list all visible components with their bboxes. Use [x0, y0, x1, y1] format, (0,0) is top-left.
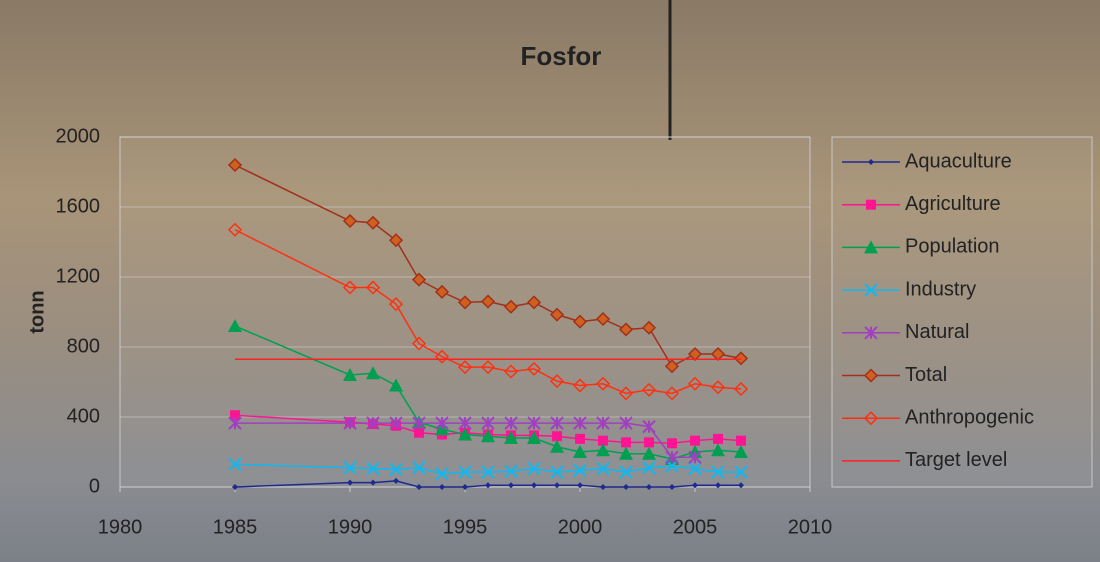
x-tick-label: 2000 — [558, 516, 603, 538]
screen: Fosfor tonn 0 400 800 1200 1600 2000 1980 1985 1… — [0, 0, 1100, 562]
data-point — [644, 437, 654, 447]
chart: Fosfor tonn 0 400 800 1200 1600 2000 1980 1985 1… — [0, 0, 1100, 562]
legend-label: Anthropogenic — [905, 406, 1034, 428]
y-tick-label: 800 — [67, 335, 100, 357]
data-point — [713, 434, 723, 444]
legend-label: Industry — [905, 278, 976, 300]
data-point — [667, 438, 677, 448]
x-tick-label: 2010 — [788, 516, 833, 538]
y-tick-label: 0 — [89, 475, 100, 497]
data-point — [736, 436, 746, 446]
data-point — [414, 428, 424, 438]
x-tick-label: 1995 — [443, 516, 488, 538]
x-tick-label: 2005 — [673, 516, 718, 538]
data-point — [575, 434, 585, 444]
legend-label: Total — [905, 364, 947, 386]
y-axis-label: tonn — [26, 290, 48, 333]
x-tick-label: 1980 — [98, 516, 143, 538]
legend-label: Aquaculture — [905, 150, 1012, 172]
chart-title: Fosfor — [521, 41, 602, 71]
y-tick-label: 1600 — [56, 195, 101, 217]
legend-marker — [866, 200, 876, 210]
data-point — [621, 437, 631, 447]
legend-label: Population — [905, 236, 1000, 258]
legend-label: Target level — [905, 449, 1007, 471]
y-tick-label: 2000 — [56, 125, 101, 147]
data-point — [690, 436, 700, 446]
y-tick-label: 400 — [67, 405, 100, 427]
y-tick-label: 1200 — [56, 265, 101, 287]
legend-label: Natural — [905, 321, 969, 343]
x-tick-label: 1990 — [328, 516, 373, 538]
x-tick-label: 1985 — [213, 516, 258, 538]
legend-box — [832, 137, 1092, 487]
legend-label: Agriculture — [905, 193, 1001, 215]
